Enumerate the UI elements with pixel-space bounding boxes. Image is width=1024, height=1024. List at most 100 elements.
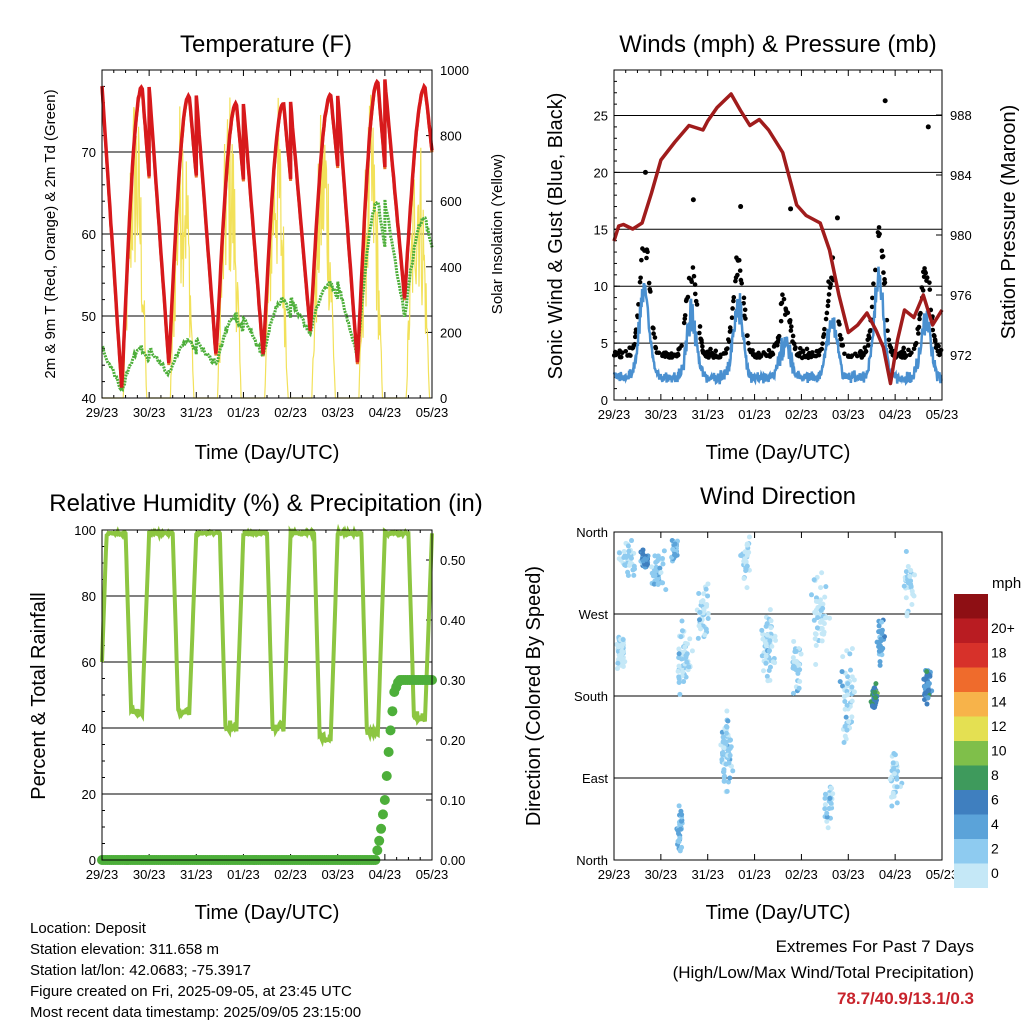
direction-dot (905, 580, 911, 586)
direction-dot (616, 550, 622, 556)
direction-dot (725, 718, 731, 724)
y-tick-label: 40 (82, 391, 96, 406)
direction-dot (722, 773, 728, 779)
direction-dot (652, 553, 658, 559)
gust-dot (689, 279, 695, 285)
direction-dot (614, 641, 620, 647)
gust-dot (739, 280, 744, 286)
gust-dot (758, 353, 764, 359)
direction-dot (620, 637, 626, 643)
x-tick-label: 02/23 (785, 407, 818, 422)
gust-dot (826, 298, 831, 304)
y-right-tick-label: 988 (950, 108, 972, 123)
direction-dot (652, 572, 658, 578)
gust-dot (743, 316, 748, 321)
direction-dot (676, 646, 682, 652)
direction-dot (818, 607, 824, 613)
gust-dot (870, 295, 875, 301)
gust-dot (651, 326, 656, 331)
colorbar-label: 0 (991, 865, 999, 881)
direction-dot (824, 814, 830, 820)
gust-dot (791, 341, 797, 347)
gust-dot (877, 231, 882, 237)
pressure-line (612, 92, 944, 386)
y-right-tick-label: 972 (950, 348, 972, 363)
direction-dot (926, 687, 932, 693)
colorbar-swatch (954, 839, 988, 864)
direction-dot (660, 561, 666, 567)
precip-dot (385, 725, 396, 736)
direction-dot (640, 558, 646, 564)
direction-dot (905, 564, 911, 570)
direction-dot (879, 619, 885, 625)
colorbar-swatch (954, 594, 988, 619)
direction-dot (619, 648, 625, 654)
direction-dot (768, 618, 774, 624)
gust-dot (691, 273, 697, 279)
colorbar-label: 6 (991, 791, 999, 807)
direction-dot (907, 573, 913, 579)
gust-dot (837, 332, 843, 338)
direction-dot (767, 638, 773, 644)
direction-dot (651, 581, 657, 587)
y-tick-label: South (574, 689, 608, 704)
y-right-tick-label: 400 (440, 260, 462, 275)
gust-dot (800, 349, 806, 355)
direction-dot (764, 673, 770, 679)
direction-dot (697, 617, 703, 623)
direction-dot (763, 623, 769, 629)
direction-dot (768, 625, 774, 631)
direction-dot (847, 651, 853, 657)
direction-dot (676, 839, 682, 845)
gust-dot (750, 348, 755, 353)
x-tick-label: 01/23 (227, 867, 260, 882)
gust-dot (638, 275, 643, 281)
direction-dot (766, 648, 772, 654)
gust-dot (730, 306, 735, 311)
direction-dot (631, 572, 637, 578)
y-tick-label: 80 (82, 589, 96, 604)
x-tick-label: 29/23 (86, 405, 119, 420)
precip-dot (374, 835, 385, 846)
gust-dot (713, 348, 719, 354)
direction-dot (894, 800, 900, 806)
gust-dot (648, 289, 653, 294)
direction-dot (619, 655, 625, 661)
direction-dot (621, 549, 627, 555)
direction-dot (721, 769, 727, 775)
gust-dot (735, 272, 740, 278)
gust-dot (726, 339, 732, 345)
gust-dot (779, 300, 785, 306)
x-tick-label: 31/23 (691, 867, 724, 882)
direction-dot (892, 771, 898, 777)
direction-dot (844, 648, 850, 654)
gust-dot (653, 345, 659, 351)
gust-dot (737, 268, 743, 273)
direction-dot (770, 659, 776, 665)
colorbar-label: 18 (991, 644, 1007, 660)
gust-dot (788, 328, 794, 333)
gust-dot (781, 296, 787, 302)
gust-dot (682, 313, 688, 318)
gust-dot (903, 353, 909, 358)
gust-dot (820, 341, 825, 346)
direction-dot (765, 678, 771, 684)
direction-dot (813, 642, 819, 648)
direction-dot (684, 659, 690, 665)
winds-panel: Winds (mph) & Pressure (mb) 0 5 10 15 20 25 29… (545, 31, 1020, 464)
y-tick-label: 0 (89, 853, 96, 868)
gust-dot (645, 249, 650, 255)
gust-dot (823, 316, 829, 322)
rh-line (100, 523, 434, 748)
direction-dot (790, 655, 796, 661)
direction-dot (878, 636, 884, 642)
y-tick-label: 10 (594, 279, 608, 294)
direction-dot (849, 646, 855, 652)
direction-dot (620, 663, 626, 669)
x-tick-label: 31/23 (180, 867, 213, 882)
y-tick-label: 20 (82, 787, 96, 802)
direction-dot (891, 765, 897, 771)
direction-dot (724, 724, 730, 730)
direction-dot (680, 669, 686, 675)
direction-dot (730, 768, 736, 774)
